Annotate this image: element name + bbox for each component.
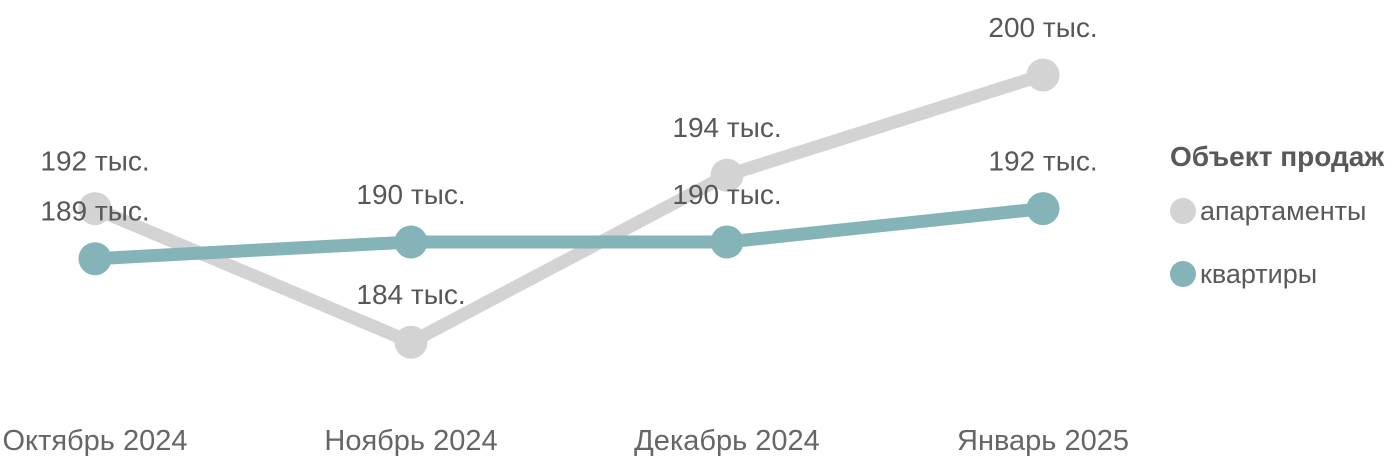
- x-axis-label: Октябрь 2024: [3, 425, 188, 457]
- data-point-flats[interactable]: [710, 225, 744, 259]
- data-point-flats[interactable]: [1026, 192, 1060, 226]
- data-point-apartments[interactable]: [710, 158, 744, 192]
- data-label-flats: 190 тыс.: [672, 179, 781, 210]
- legend-item-label: квартиры: [1200, 258, 1318, 289]
- legend-title: Объект продаж: [1170, 141, 1385, 172]
- data-point-apartments[interactable]: [1026, 58, 1060, 92]
- legend: Объект продаж апартаменты квартиры: [1170, 140, 1390, 289]
- data-label-flats: 189 тыс.: [40, 196, 149, 227]
- series-line-apartments: [88, 68, 1050, 349]
- legend-item-label: апартаменты: [1200, 195, 1367, 226]
- legend-item-apartments[interactable]: апартаменты: [1170, 196, 1390, 226]
- data-label-flats: 192 тыс.: [988, 146, 1097, 177]
- legend-item-flats[interactable]: квартиры: [1170, 259, 1390, 289]
- data-point-apartments[interactable]: [78, 192, 112, 226]
- series-line-flats: [88, 202, 1050, 266]
- data-label-apartments: 200 тыс.: [988, 12, 1097, 43]
- x-axis-label: Декабрь 2024: [634, 425, 820, 457]
- x-axis-label: Ноябрь 2024: [324, 425, 497, 457]
- data-label-apartments: 184 тыс.: [356, 279, 465, 310]
- data-label-apartments: 192 тыс.: [40, 146, 149, 177]
- data-point-apartments[interactable]: [394, 325, 428, 359]
- data-point-flats[interactable]: [394, 225, 428, 259]
- data-point-flats[interactable]: [78, 242, 112, 276]
- data-label-flats: 190 тыс.: [356, 179, 465, 210]
- data-label-apartments: 194 тыс.: [672, 112, 781, 143]
- x-axis-label: Январь 2025: [957, 425, 1129, 457]
- series-swatch-apartments-icon: [1170, 198, 1196, 224]
- series-swatch-flats-icon: [1170, 261, 1196, 287]
